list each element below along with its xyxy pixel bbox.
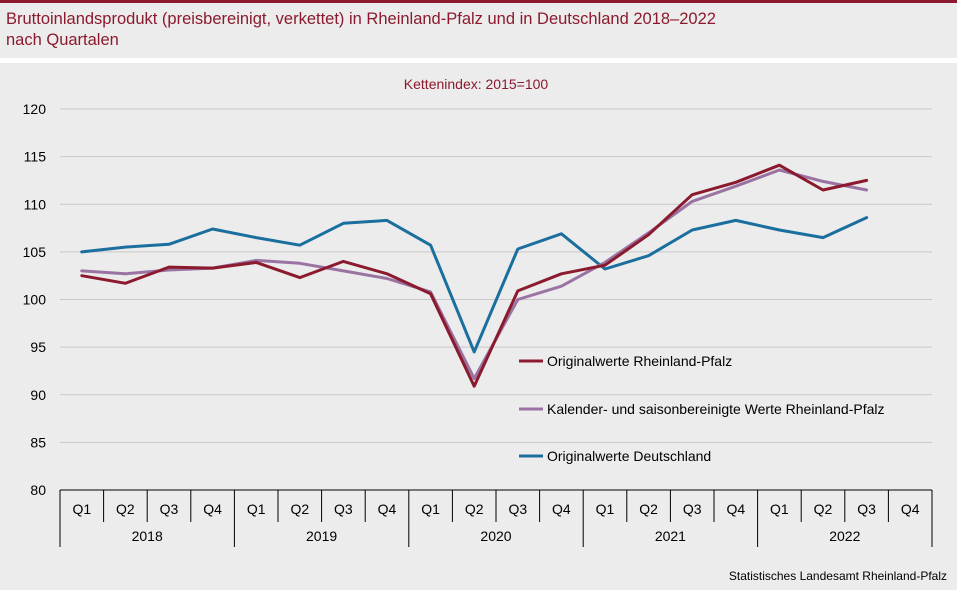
- x-tick-label: Q4: [552, 501, 571, 517]
- year-label: 2018: [132, 528, 163, 544]
- x-tick-label: Q3: [683, 501, 702, 517]
- y-tick-label: 110: [24, 196, 47, 212]
- x-tick-label: Q1: [247, 501, 266, 517]
- chart-subtitle: Kettenindex: 2015=100: [404, 76, 549, 92]
- x-tick-label: Q3: [508, 501, 527, 517]
- x-tick-label: Q1: [596, 501, 615, 517]
- series-line: [80, 163, 869, 388]
- x-tick-label: Q2: [290, 501, 309, 517]
- y-tick-label: 90: [30, 387, 46, 403]
- x-tick-label: Q3: [857, 501, 876, 517]
- x-tick-label: Q2: [116, 501, 135, 517]
- y-tick-label: 105: [23, 244, 47, 260]
- y-tick-label: 120: [23, 101, 47, 117]
- x-tick-label: Q1: [72, 501, 91, 517]
- x-tick-label: Q2: [639, 501, 658, 517]
- x-tick-label: Q4: [378, 501, 397, 517]
- series-line: [80, 216, 869, 354]
- y-axis: 80 85 90 95 100 105 110 115 120: [23, 101, 47, 498]
- x-tick-label: Q1: [770, 501, 789, 517]
- x-axis: Q1 Q2 Q3 Q4 Q1 Q2 Q3 Q4 Q1 Q2 Q3 Q4 Q1 Q2 Q3 Q4 Q1 Q2 Q3 Q4…: [59, 489, 933, 547]
- x-tick-label: Q2: [465, 501, 484, 517]
- y-tick-label: 85: [30, 434, 46, 450]
- legend: Originalwerte Rheinland-Pfalz Kalender- u…: [519, 353, 885, 464]
- year-label: 2020: [480, 528, 511, 544]
- x-tick-label: Q4: [901, 501, 920, 517]
- year-label: 2021: [655, 528, 686, 544]
- y-tick-label: 95: [30, 339, 46, 355]
- y-tick-label: 115: [24, 149, 47, 165]
- legend-label: Originalwerte Rheinland-Pfalz: [547, 353, 732, 369]
- x-tick-label: Q1: [421, 501, 440, 517]
- x-tick-label: Q3: [334, 501, 353, 517]
- x-tick-label: Q4: [726, 501, 745, 517]
- chart-title-line-2: nach Quartalen: [6, 31, 119, 49]
- year-label: 2019: [306, 528, 337, 544]
- header-divider: [0, 58, 957, 63]
- y-tick-label: 100: [23, 292, 47, 308]
- series-lines: [80, 163, 869, 388]
- top-accent-bar: [0, 0, 957, 3]
- x-tick-label: Q4: [203, 501, 222, 517]
- legend-label: Kalender- und saisonbereinigte Werte Rhe…: [547, 401, 885, 417]
- y-tick-label: 80: [30, 482, 46, 498]
- x-tick-label: Q2: [814, 501, 833, 517]
- chart-title-line-1: Bruttoinlandsprodukt (preisbereinigt, ve…: [6, 10, 716, 28]
- source-note: Statistisches Landesamt Rheinland-Pfalz: [728, 569, 947, 583]
- x-tick-label: Q3: [160, 501, 179, 517]
- gridlines: [60, 108, 932, 443]
- chart-title: Bruttoinlandsprodukt (preisbereinigt, ve…: [6, 9, 906, 51]
- legend-label: Originalwerte Deutschland: [547, 448, 711, 464]
- year-label: 2022: [829, 528, 860, 544]
